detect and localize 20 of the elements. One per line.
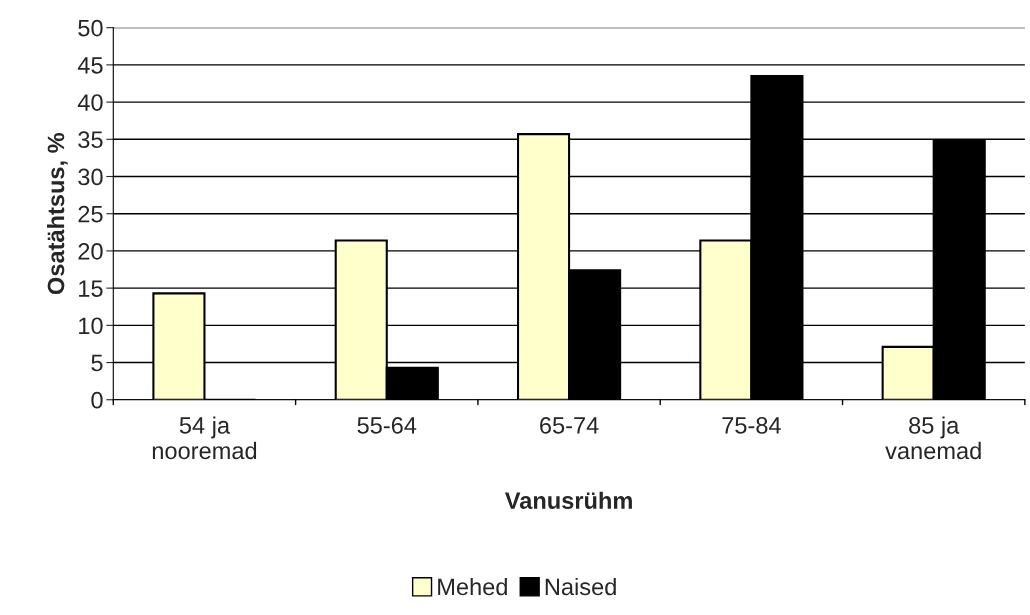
x-tick-label: 54 ja nooremad <box>152 416 257 460</box>
x-tick-label: 75-84 <box>722 417 781 434</box>
y-tick-label: 15 <box>79 280 103 297</box>
y-tick-label: 20 <box>78 242 103 260</box>
y-axis-title: Osatähtsus, % <box>46 132 68 295</box>
y-tick-label: 50 <box>78 19 103 37</box>
y-tick-label: 30 <box>78 168 103 186</box>
y-tick-label: 40 <box>77 94 103 111</box>
y-tick-label: 45 <box>77 57 103 74</box>
y-tick-label: 35 <box>78 131 103 149</box>
x-tick-label: 55-64 <box>357 417 417 434</box>
x-tick-label: 65-74 <box>540 417 599 434</box>
legend-label: Mehed <box>438 577 507 596</box>
y-tick-label: 5 <box>91 354 103 372</box>
y-tick-label: 10 <box>79 317 103 335</box>
y-tick-label: 25 <box>78 205 103 223</box>
x-tick-label: 85 ja vanemad <box>885 416 981 460</box>
x-axis-title: Vanusrühm <box>504 491 632 509</box>
legend-label: Naised <box>545 577 616 596</box>
y-tick-label: 0 <box>91 391 103 409</box>
